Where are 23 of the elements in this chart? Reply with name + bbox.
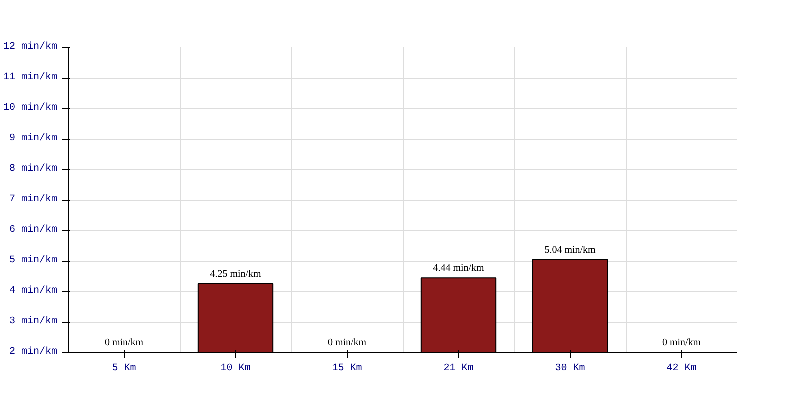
data-label: 5.04 min/km [544, 244, 596, 256]
y-tick-label: 7 min/km [9, 194, 58, 206]
y-tick-label: 3 min/km [9, 316, 58, 328]
y-tick-label: 5 min/km [9, 254, 58, 266]
y-tick-label: 4 min/km [9, 285, 58, 297]
text: 0 min/km [104, 338, 144, 348]
y-tick-label: 10 min/km [3, 102, 58, 114]
x-tick-label: 10 Km [220, 364, 251, 374]
y-tick-label: 8 min/km [9, 163, 58, 175]
y-tick-label: 9 min/km [9, 132, 58, 144]
text: 0 min/km [328, 338, 367, 348]
x-tick-label: 30 Km [555, 364, 586, 374]
x-tick-label: 15 Km [332, 364, 362, 374]
x-tick-label: 5 Km [112, 364, 136, 374]
y-tick-label: 12 min/km [3, 41, 58, 53]
data-label: 4.44 min/km [433, 263, 485, 274]
y-tick-label: 2 min/km [9, 346, 58, 358]
data-label: 4.25 min/km [210, 268, 262, 280]
y-tick-label: 6 min/km [9, 224, 58, 236]
y-tick-label: 11 min/km [3, 72, 58, 84]
x-tick-label: 42 Km [666, 364, 697, 374]
text: 0 min/km [662, 338, 702, 348]
x-tick-label: 21 Km [444, 364, 474, 374]
